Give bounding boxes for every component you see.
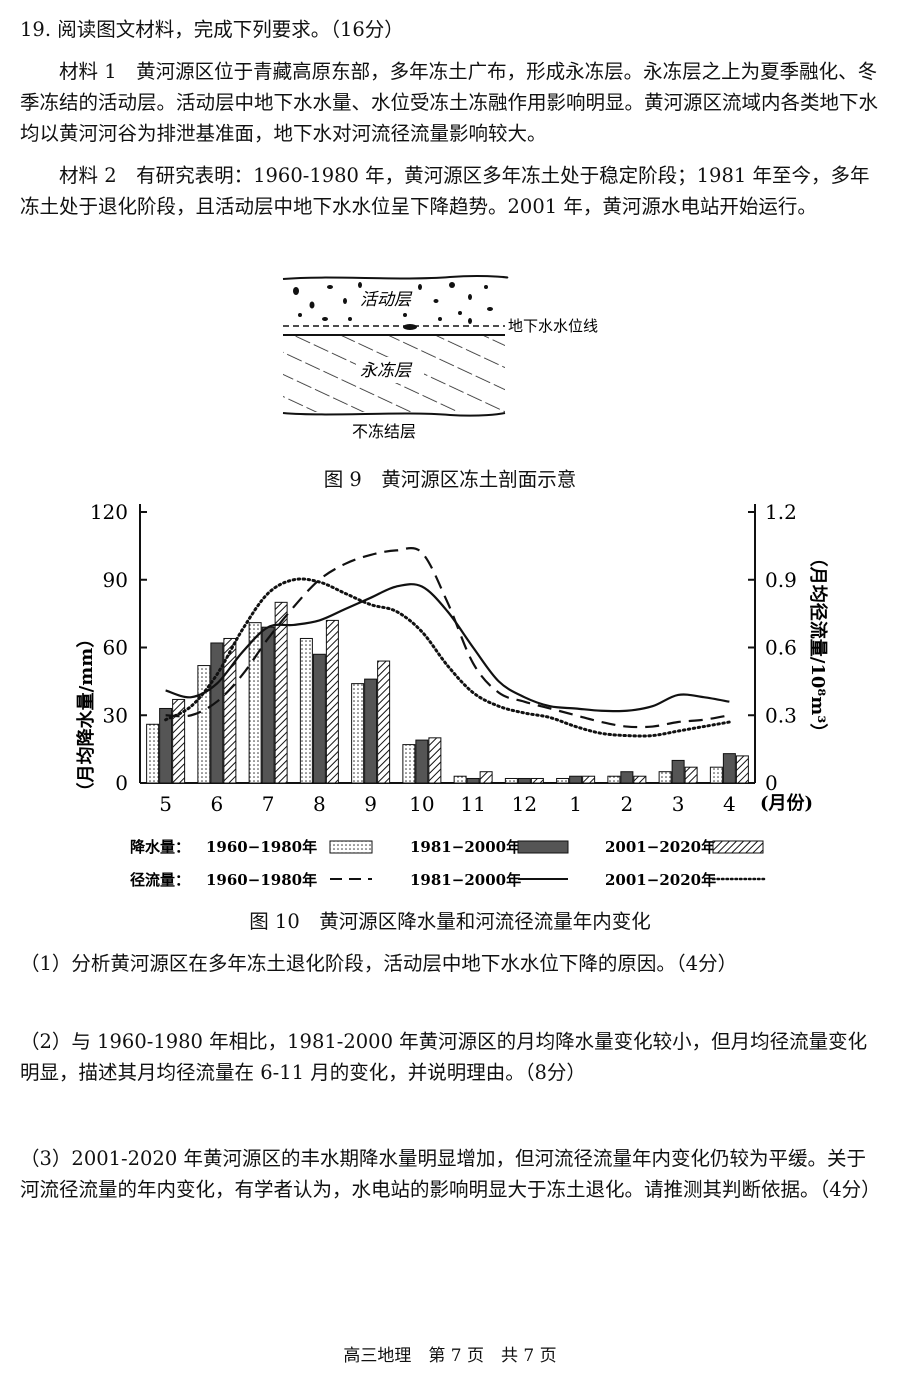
subquestion-3: （3）2001-2020 年黄河源区的丰水期降水量明显增加，但河流径流量年内变化… xyxy=(20,1147,881,1201)
x-tick-label: 6 xyxy=(211,792,224,816)
active-layer-dots xyxy=(293,282,493,324)
precip-bar xyxy=(172,698,186,784)
legend-r3: 2001−2020年 xyxy=(605,871,716,889)
precip-bar xyxy=(223,637,237,784)
precip-bar xyxy=(633,775,647,784)
precip-bar xyxy=(299,637,313,784)
runoff-line xyxy=(164,577,731,738)
runoff-line xyxy=(165,546,730,729)
precip-bar xyxy=(722,753,736,784)
precip-bar xyxy=(684,766,698,784)
precip-bar xyxy=(556,777,570,784)
x-tick-label: 11 xyxy=(460,792,485,816)
legend-swatch-dark xyxy=(517,840,569,854)
precip-bar xyxy=(569,775,583,784)
fig9-caption: 图 9 黄河源区冻土剖面示意 xyxy=(323,468,577,491)
precip-bar xyxy=(210,642,224,784)
fig10-caption: 图 10 黄河源区降水量和河流径流量年内变化 xyxy=(249,910,651,933)
precip-bar xyxy=(197,665,211,784)
precip-bar xyxy=(402,744,416,784)
precip-bar xyxy=(364,678,378,784)
precip-bar xyxy=(274,601,288,784)
left-tick-label: 120 xyxy=(90,500,128,524)
left-tick-label: 60 xyxy=(103,636,128,660)
x-tick-label: 4 xyxy=(723,792,736,816)
label-water-table: 地下水水位线 xyxy=(508,317,598,335)
legend-swatch-dotted xyxy=(329,840,373,854)
legend-p1: 1960−1980年 xyxy=(206,838,317,856)
left-axis-label: （月均降水量/mm） xyxy=(75,630,97,801)
right-tick-label: 1.2 xyxy=(765,500,797,524)
x-tick-label: 5 xyxy=(159,792,172,816)
x-tick-label: 8 xyxy=(313,792,326,816)
precip-bar xyxy=(735,755,749,784)
right-axis-label: （月均径流量/10⁸m³） xyxy=(807,549,829,741)
subquestion-2: （2）与 1960-1980 年相比，1981-2000 年黄河源区的月均降水量… xyxy=(20,1030,868,1084)
precip-bar xyxy=(351,683,365,784)
precip-bar xyxy=(159,707,173,784)
legend-r2: 1981−2000年 xyxy=(410,871,521,889)
subquestion-1: （1）分析黄河源区在多年冻土退化阶段，活动层中地下水水位下降的原因。（4分） xyxy=(20,952,738,975)
legend-runoff-title: 径流量： xyxy=(130,871,190,889)
precip-bar xyxy=(248,622,262,784)
x-tick-label: 9 xyxy=(364,792,377,816)
precip-bar xyxy=(671,759,685,784)
precip-bar xyxy=(312,653,326,784)
precip-bar xyxy=(620,771,634,784)
precip-bar xyxy=(325,619,339,784)
legend-p3: 2001−2020年 xyxy=(605,838,716,856)
precip-bar xyxy=(607,775,621,784)
legend: 降水量： 1960−1980年 1981−2000年 2001−2020年 径流… xyxy=(130,838,767,889)
precip-bar xyxy=(453,775,467,784)
label-unfrozen: 不冻结层 xyxy=(352,422,416,441)
precip-bar xyxy=(261,626,275,784)
right-tick-label: 0.6 xyxy=(765,636,797,660)
x-tick-label: 1 xyxy=(569,792,582,816)
x-tick-label: 12 xyxy=(512,792,537,816)
material-1: 材料 1 黄河源区位于青藏高原东部，多年冻土广布，形成永冻层。永冻层之上为夏季融… xyxy=(20,60,879,145)
right-tick-label: 0 xyxy=(765,771,778,795)
label-permafrost: 永冻层 xyxy=(360,361,413,381)
left-tick-label: 30 xyxy=(103,703,128,727)
precip-bar xyxy=(504,777,518,784)
question-header: 19. 阅读图文材料，完成下列要求。（16分） xyxy=(20,18,404,41)
x-tick-label: 10 xyxy=(409,792,434,816)
legend-swatch-hatched xyxy=(712,840,764,854)
precip-bar xyxy=(146,723,160,784)
precip-bar xyxy=(377,660,391,784)
precip-bar xyxy=(517,777,531,784)
precip-bar xyxy=(582,775,596,784)
right-tick-label: 0.9 xyxy=(765,568,797,592)
x-tick-label: 7 xyxy=(262,792,275,816)
label-active-layer: 活动层 xyxy=(360,290,413,310)
precip-bar xyxy=(530,777,544,784)
page-footer: 高三地理 第 7 页 共 7 页 xyxy=(343,1346,557,1366)
legend-precip-title: 降水量： xyxy=(130,838,190,856)
left-tick-label: 0 xyxy=(115,771,128,795)
x-tick-label: 2 xyxy=(621,792,634,816)
left-tick-label: 90 xyxy=(103,568,128,592)
right-tick-label: 0.3 xyxy=(765,703,797,727)
precip-bar xyxy=(428,737,442,784)
fig9-diagram: 活动层 地下水水位线 永冻层 不冻结层 xyxy=(282,275,598,441)
precip-bar xyxy=(479,771,493,784)
precip-bar xyxy=(415,739,429,784)
runoff-line xyxy=(165,583,730,713)
precip-bar xyxy=(658,771,672,784)
x-tick-label: 3 xyxy=(672,792,685,816)
precip-bar xyxy=(466,777,480,784)
legend-p2: 1981−2000年 xyxy=(410,838,521,856)
precip-bar xyxy=(709,766,723,784)
x-unit-label: (月份) xyxy=(760,792,813,814)
material-2: 材料 2 有研究表明：1960-1980 年，黄河源区多年冻土处于稳定阶段；19… xyxy=(20,164,870,218)
legend-r1: 1960−1980年 xyxy=(206,871,317,889)
